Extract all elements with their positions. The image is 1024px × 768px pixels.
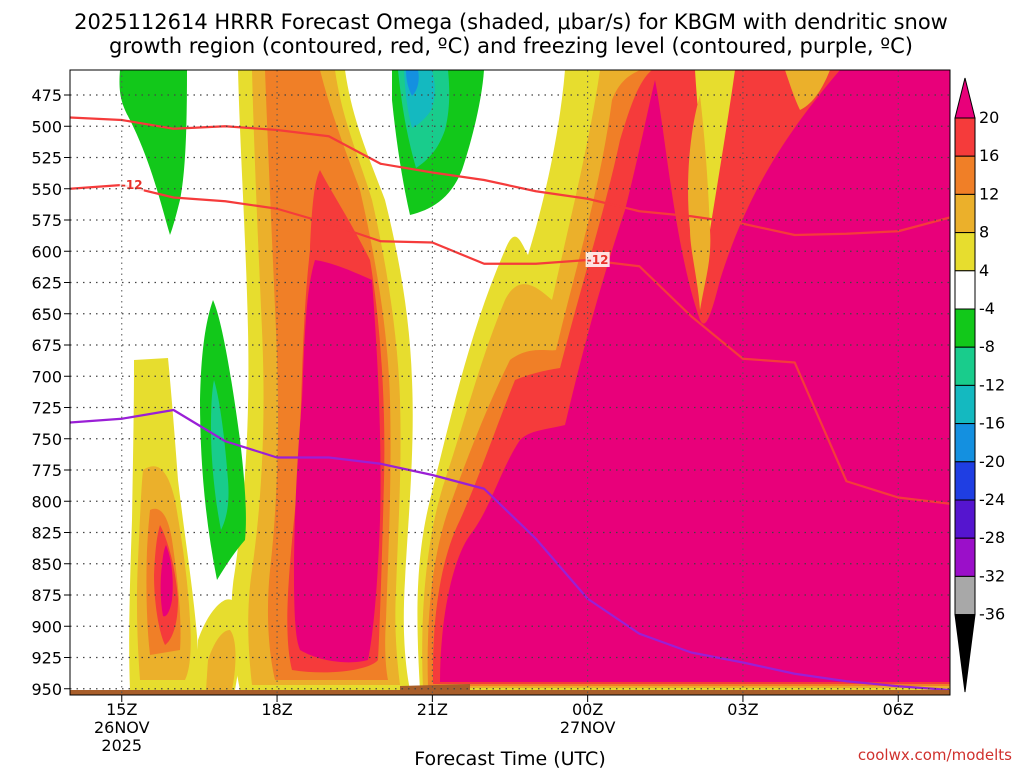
colorbar-label: 4 [979,261,989,280]
colorbar-swatch [954,423,976,463]
omega-shading [119,70,950,690]
x-tick-label: 15Z [106,700,137,719]
colorbar-label: -32 [979,566,1005,585]
y-tick-label: 825 [31,524,62,543]
x-tick-label: 26NOV [94,718,150,737]
x-tick-label: 00Z [572,700,603,719]
colorbar-swatch [954,232,976,272]
y-tick-label: 500 [31,117,62,136]
chart-title-line1: 2025112614 HRRR Forecast Omega (shaded, … [74,10,948,34]
colorbar-label: 16 [979,146,999,165]
contour-1 [70,183,950,505]
x-tick-label: 18Z [261,700,292,719]
colorbar-swatch [954,270,976,310]
omega-pos20-mid [293,260,381,663]
y-tick-label: 900 [31,617,62,636]
colorbar-label: -12 [979,375,1005,394]
y-axis: 475 500 525 550 575 600 625 650 675 700 725 750 775 8… [31,86,70,699]
colorbar-swatch [954,537,976,577]
credit-link[interactable]: coolwx.com/modelts [858,746,1012,764]
x-tick-label: 2025 [101,736,142,755]
colorbar-label: -36 [979,605,1005,624]
colorbar-label: -4 [979,299,995,318]
y-tick-label: 700 [31,367,62,386]
chart-title-line2: growth region (contoured, red, ºC) and f… [109,34,913,58]
omega-pos20-left [160,545,173,617]
y-tick-label: 800 [31,492,62,511]
colorbar-swatch [954,155,976,195]
omega-notch-03z [695,70,735,230]
omega-pos8-17z [206,630,236,690]
omega-neg4-15z [119,70,187,235]
contour-lines: -12 -12 [70,116,950,692]
y-tick-label: 475 [31,86,62,105]
plot-frame [69,69,951,696]
x-axis-label: Forecast Time (UTC) [414,748,605,768]
y-tick-label: 950 [31,680,62,699]
contour-label: -12 [587,253,609,267]
x-tick-label: 06Z [883,700,914,719]
y-tick-label: 675 [31,336,62,355]
omega-neg16-21z [406,70,419,96]
colorbar-swatch [954,384,976,425]
contour-0 [70,116,950,237]
y-tick-label: 850 [31,555,62,574]
y-tick-label: 775 [31,461,62,480]
contour-label-bg [585,252,610,267]
colorbar-swatch [954,193,976,234]
colorbar: 20 16 12 8 4 -4 -8 -12 -16 -20 -24 -28 -32 -36 [954,77,1005,693]
y-tick-label: 750 [31,430,62,449]
colorbar-swatch [954,499,976,539]
colorbar-label: 20 [979,108,999,127]
omega-neg8-17z [211,380,229,530]
y-tick-label: 525 [31,149,62,168]
colorbar-bottom-triangle [954,614,976,693]
x-tick-label: 27NOV [560,718,616,737]
y-tick-label: 725 [31,399,62,418]
colorbar-label: -24 [979,490,1005,509]
y-tick-label: 600 [31,242,62,261]
colorbar-swatch [954,308,976,348]
colorbar-swatch [954,346,976,386]
colorbar-label: -20 [979,452,1005,471]
y-tick-label: 550 [31,180,62,199]
ground-terrain [70,684,950,695]
omega-notch-06z [785,70,830,110]
x-tick-label: 03Z [727,700,758,719]
colorbar-label: -28 [979,528,1005,547]
omega-notch-03z-inner [688,95,711,310]
y-tick-label: 875 [31,586,62,605]
colorbar-label: 12 [979,184,999,203]
colorbar-swatch [954,575,976,616]
y-tick-label: 925 [31,649,62,668]
colorbar-label: 8 [979,223,989,242]
colorbar-label: -16 [979,414,1005,433]
colorbar-top-triangle [954,77,976,119]
contour-label-bg [119,177,144,192]
colorbar-swatch [954,117,976,157]
colorbar-swatch [954,461,976,501]
plot-area: -12 -12 [69,69,951,696]
y-tick-label: 575 [31,211,62,230]
y-tick-label: 650 [31,305,62,324]
y-tick-label: 625 [31,274,62,293]
colorbar-label: -8 [979,337,995,356]
x-tick-label: 21Z [417,700,448,719]
contour-label: -12 [121,178,143,192]
contour-2 [70,408,950,692]
